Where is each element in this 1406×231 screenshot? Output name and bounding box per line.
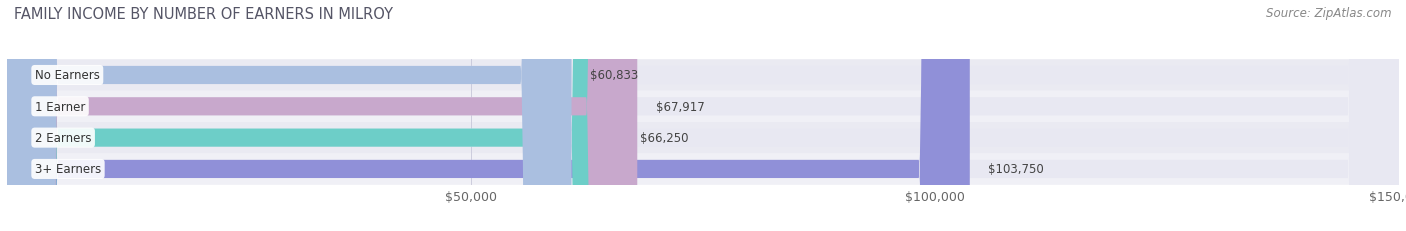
- FancyBboxPatch shape: [7, 0, 1399, 231]
- FancyBboxPatch shape: [7, 0, 1399, 231]
- Text: $103,750: $103,750: [988, 163, 1045, 176]
- Text: $60,833: $60,833: [591, 69, 638, 82]
- FancyBboxPatch shape: [7, 60, 1399, 91]
- FancyBboxPatch shape: [7, 0, 970, 231]
- FancyBboxPatch shape: [7, 0, 621, 231]
- FancyBboxPatch shape: [7, 154, 1399, 185]
- FancyBboxPatch shape: [7, 0, 1399, 231]
- Text: 1 Earner: 1 Earner: [35, 100, 86, 113]
- Text: Source: ZipAtlas.com: Source: ZipAtlas.com: [1267, 7, 1392, 20]
- FancyBboxPatch shape: [7, 122, 1399, 154]
- Text: FAMILY INCOME BY NUMBER OF EARNERS IN MILROY: FAMILY INCOME BY NUMBER OF EARNERS IN MI…: [14, 7, 394, 22]
- FancyBboxPatch shape: [7, 91, 1399, 122]
- Text: No Earners: No Earners: [35, 69, 100, 82]
- FancyBboxPatch shape: [7, 0, 637, 231]
- Text: 3+ Earners: 3+ Earners: [35, 163, 101, 176]
- Text: $66,250: $66,250: [640, 131, 689, 145]
- FancyBboxPatch shape: [7, 0, 1399, 231]
- FancyBboxPatch shape: [7, 0, 571, 231]
- Text: $67,917: $67,917: [655, 100, 704, 113]
- Text: 2 Earners: 2 Earners: [35, 131, 91, 145]
